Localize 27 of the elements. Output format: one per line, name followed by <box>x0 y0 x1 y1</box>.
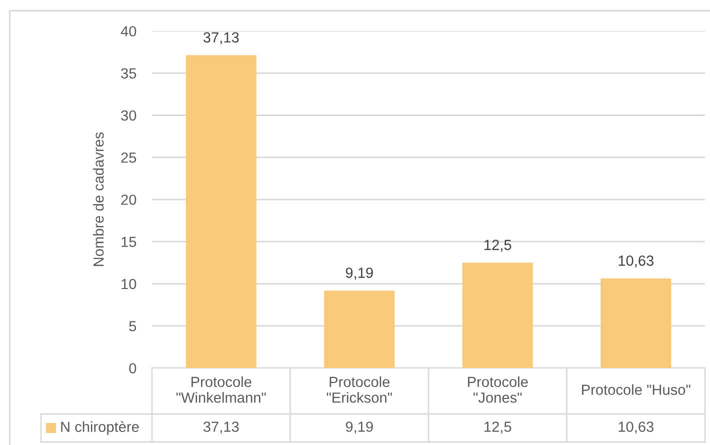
y-tick-label: 5 <box>129 321 136 332</box>
y-tick-label: 35 <box>121 68 136 79</box>
bar <box>324 290 395 368</box>
y-tick-label: 15 <box>122 236 136 248</box>
text: 10,63 <box>618 256 654 268</box>
bar <box>462 262 533 368</box>
text: 37,13 <box>203 32 239 44</box>
bar <box>600 278 672 368</box>
legend-label: N chiroptère <box>61 421 139 435</box>
y-tick-label: 25 <box>121 152 136 163</box>
bar <box>186 55 256 368</box>
data-label: 37,13 <box>203 422 239 434</box>
data-label: 9,19 <box>346 422 373 434</box>
x-tick-label: Protocole "Jones" <box>468 376 528 403</box>
data-label: 10,63 <box>618 422 654 434</box>
text: 12,5 <box>484 240 512 252</box>
x-tick-label: Protocole "Winkelmann" <box>176 376 266 403</box>
y-tick-label: 10 <box>122 278 136 290</box>
y-tick-label: 30 <box>121 110 136 121</box>
x-tick-label: Protocole "Erickson" <box>326 376 392 403</box>
y-tick-label: 0 <box>129 363 136 374</box>
data-label: 12,5 <box>484 422 512 434</box>
y-tick-label: 40 <box>120 26 136 36</box>
x-tick-label: Protocole "Huso" <box>582 384 690 395</box>
text: 9,19 <box>346 268 373 280</box>
y-tick-label: 20 <box>121 194 136 205</box>
y-axis-title: Nombre de cadavres <box>93 132 104 266</box>
